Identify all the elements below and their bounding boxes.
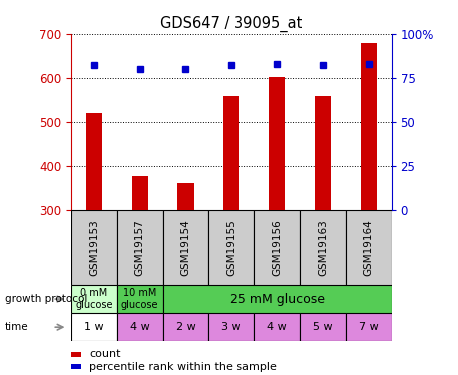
- Bar: [254, 210, 300, 285]
- Text: growth protocol: growth protocol: [5, 294, 87, 304]
- Title: GDS647 / 39095_at: GDS647 / 39095_at: [160, 16, 302, 32]
- Text: 7 w: 7 w: [359, 322, 379, 332]
- Text: 25 mM glucose: 25 mM glucose: [229, 292, 325, 306]
- Text: 1 w: 1 w: [84, 322, 104, 332]
- Bar: [300, 210, 346, 285]
- Text: GSM19155: GSM19155: [226, 219, 236, 276]
- Bar: [208, 210, 254, 285]
- Bar: [254, 313, 300, 341]
- Bar: [269, 77, 285, 210]
- Bar: [163, 285, 392, 313]
- Bar: [346, 210, 392, 285]
- Text: time: time: [5, 322, 28, 332]
- Bar: [71, 210, 117, 285]
- Bar: [71, 285, 117, 313]
- Text: GSM19157: GSM19157: [135, 219, 145, 276]
- Bar: [117, 210, 163, 285]
- Bar: [300, 313, 346, 341]
- Text: GSM19154: GSM19154: [180, 219, 191, 276]
- Bar: [208, 313, 254, 341]
- Text: 2 w: 2 w: [175, 322, 196, 332]
- Bar: [117, 285, 163, 313]
- Text: percentile rank within the sample: percentile rank within the sample: [89, 362, 277, 372]
- Text: GSM19164: GSM19164: [364, 219, 374, 276]
- Bar: [177, 183, 193, 210]
- Bar: [71, 313, 117, 341]
- Bar: [360, 43, 376, 210]
- Bar: [86, 113, 102, 210]
- Bar: [346, 313, 392, 341]
- Bar: [163, 210, 208, 285]
- Bar: [315, 96, 331, 210]
- Bar: [223, 96, 239, 210]
- Text: GSM19153: GSM19153: [89, 219, 99, 276]
- Bar: [117, 313, 163, 341]
- Bar: [131, 176, 147, 210]
- Text: 5 w: 5 w: [313, 322, 333, 332]
- Text: 4 w: 4 w: [130, 322, 150, 332]
- Text: GSM19163: GSM19163: [318, 219, 328, 276]
- Text: 0 mM
glucose: 0 mM glucose: [75, 288, 113, 310]
- Text: 3 w: 3 w: [222, 322, 241, 332]
- Text: count: count: [89, 350, 121, 359]
- Text: 10 mM
glucose: 10 mM glucose: [121, 288, 158, 310]
- Text: 4 w: 4 w: [267, 322, 287, 332]
- Text: GSM19156: GSM19156: [272, 219, 282, 276]
- Bar: [163, 313, 208, 341]
